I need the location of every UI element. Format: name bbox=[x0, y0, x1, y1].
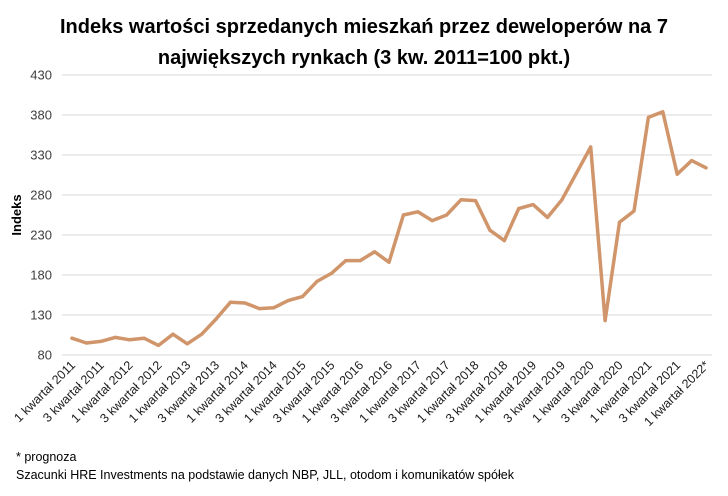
data-point bbox=[661, 110, 665, 114]
data-point bbox=[228, 300, 233, 304]
data-point bbox=[401, 213, 406, 217]
data-point bbox=[214, 317, 218, 321]
data-point bbox=[704, 166, 708, 170]
data-point bbox=[243, 301, 247, 305]
data-point bbox=[632, 209, 636, 213]
data-point bbox=[445, 213, 449, 217]
data-point bbox=[502, 239, 506, 243]
data-point bbox=[315, 279, 319, 283]
data-point bbox=[300, 295, 305, 299]
data-point bbox=[84, 341, 89, 345]
y-tick-label: 180 bbox=[30, 268, 52, 283]
data-point bbox=[589, 145, 593, 149]
data-point bbox=[113, 335, 117, 339]
data-point bbox=[142, 336, 146, 340]
data-point bbox=[344, 259, 348, 263]
y-tick-label: 380 bbox=[30, 108, 52, 123]
data-point bbox=[387, 260, 391, 264]
chart-title-line-1: Indeks wartości sprzedanych mieszkań prz… bbox=[60, 16, 668, 38]
data-point bbox=[517, 207, 521, 211]
data-point bbox=[646, 115, 650, 119]
y-tick-label: 230 bbox=[30, 228, 52, 243]
data-point bbox=[185, 342, 189, 346]
data-point bbox=[272, 306, 276, 310]
y-axis-label: Indeks bbox=[9, 194, 24, 235]
data-point bbox=[430, 219, 434, 223]
data-point bbox=[128, 338, 132, 342]
y-tick-label: 130 bbox=[30, 308, 52, 323]
data-point bbox=[156, 343, 161, 347]
data-point bbox=[372, 250, 377, 254]
data-point bbox=[574, 171, 578, 175]
y-tick-label: 430 bbox=[30, 68, 52, 83]
data-point bbox=[560, 198, 564, 202]
data-point bbox=[488, 228, 492, 232]
source-note: Szacunki HRE Investments na podstawie da… bbox=[16, 468, 514, 482]
data-point bbox=[200, 332, 204, 336]
data-point bbox=[99, 339, 103, 343]
data-point bbox=[329, 271, 333, 275]
data-point bbox=[171, 332, 175, 336]
data-point bbox=[286, 299, 290, 303]
data-point bbox=[257, 307, 261, 311]
data-point bbox=[545, 215, 550, 219]
series-line bbox=[70, 110, 708, 348]
chart-title: Indeks wartości sprzedanych mieszkań prz… bbox=[0, 12, 728, 74]
y-tick-label: 330 bbox=[30, 148, 52, 163]
y-tick-label: 280 bbox=[30, 188, 52, 203]
y-axis-ticks: 80 130 180 230 280 330 380 430 bbox=[30, 68, 52, 363]
chart-title-line-2: największych rynkach (3 kw. 2011=100 pkt… bbox=[157, 47, 571, 69]
forecast-note: * prognoza bbox=[16, 450, 77, 464]
data-point bbox=[617, 220, 622, 224]
data-point bbox=[603, 319, 607, 323]
series-group bbox=[70, 110, 708, 348]
data-point bbox=[358, 259, 362, 263]
data-point bbox=[675, 172, 679, 176]
data-point bbox=[70, 336, 74, 340]
gridlines bbox=[62, 74, 712, 356]
data-point bbox=[689, 159, 694, 163]
data-point bbox=[459, 198, 463, 202]
data-point bbox=[416, 210, 420, 214]
data-point bbox=[473, 199, 478, 203]
y-tick-label: 80 bbox=[38, 348, 52, 363]
data-point bbox=[531, 203, 535, 207]
